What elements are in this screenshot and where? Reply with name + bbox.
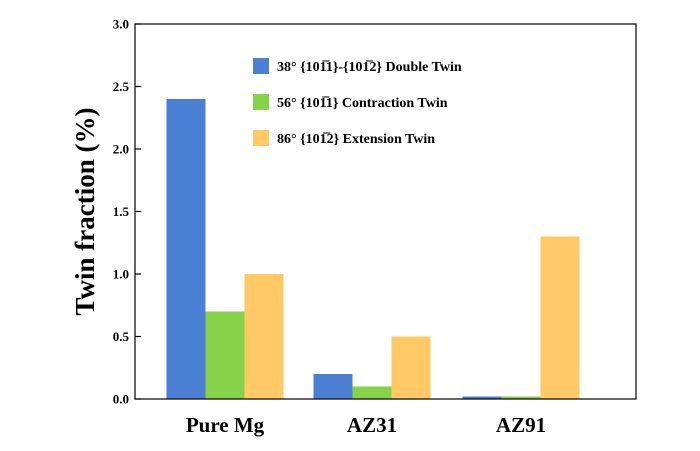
legend-label: 38° {101̅1}-{101̅2} Double Twin [277,59,462,75]
legend-label: 56° {101̅1} Contraction Twin [277,95,448,111]
y-axis-label: Twin fraction (%) [70,108,100,316]
legend-label: 86° {101̅2} Extension Twin [277,131,435,147]
bars [166,99,580,399]
bar-az91-series-1 [462,396,502,399]
x-category-label: AZ91 [496,413,546,437]
y-tick-label: 1.5 [113,204,130,219]
y-tick-label: 1.0 [113,267,129,282]
y-tick-label: 3.0 [113,17,129,32]
bar-az31-series-2 [352,386,392,399]
legend: 38° {101̅1}-{101̅2} Double Twin 56° {101̅… [253,58,462,147]
legend-swatch [253,94,269,110]
bar-az31-series-3 [391,336,431,399]
y-tick-label: 0.5 [113,329,130,344]
bar-pure-mg-series-3 [244,274,284,399]
legend-swatch [253,130,269,146]
x-category-label: Pure Mg [186,413,265,437]
bar-pure-mg-series-1 [166,99,206,399]
y-tick-label: 0.0 [113,392,129,407]
legend-swatch [253,58,269,74]
bar-az31-series-1 [313,374,353,399]
bar-az91-series-2 [501,396,541,399]
x-axis-categories: Pure Mg AZ31 AZ91 [186,413,546,437]
x-category-label: AZ31 [347,413,397,437]
bar-pure-mg-series-2 [205,311,245,399]
y-tick-label: 2.5 [113,79,130,94]
y-tick-label: 2.0 [113,142,129,157]
y-axis-ticks: 0.0 0.5 1.0 1.5 2.0 2.5 3.0 [113,17,141,407]
plot-frame [134,23,637,400]
bar-az91-series-3 [540,236,580,399]
